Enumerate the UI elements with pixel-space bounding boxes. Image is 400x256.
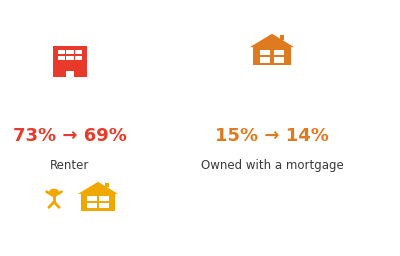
Bar — [58, 50, 65, 54]
Bar — [58, 56, 65, 60]
Bar — [274, 57, 284, 63]
Bar — [99, 196, 109, 201]
Bar — [260, 57, 270, 63]
Bar — [105, 183, 109, 187]
Circle shape — [49, 189, 59, 195]
Bar — [274, 50, 284, 55]
Bar — [81, 194, 115, 210]
Bar — [66, 50, 74, 54]
Bar — [66, 71, 74, 77]
Bar — [253, 47, 291, 66]
Bar — [75, 56, 82, 60]
Text: Renter: Renter — [50, 159, 90, 172]
Bar — [280, 35, 284, 40]
Bar — [87, 203, 97, 208]
Text: 73% → 69%: 73% → 69% — [13, 127, 127, 145]
Bar — [260, 50, 270, 55]
Bar — [66, 56, 74, 60]
Bar — [75, 50, 82, 54]
Bar — [87, 196, 97, 201]
Bar — [99, 203, 109, 208]
Text: Owned with a mortgage: Owned with a mortgage — [201, 159, 343, 172]
Polygon shape — [250, 34, 294, 47]
Text: 15% → 14%: 15% → 14% — [215, 127, 329, 145]
Polygon shape — [78, 182, 118, 194]
Bar — [53, 46, 87, 77]
